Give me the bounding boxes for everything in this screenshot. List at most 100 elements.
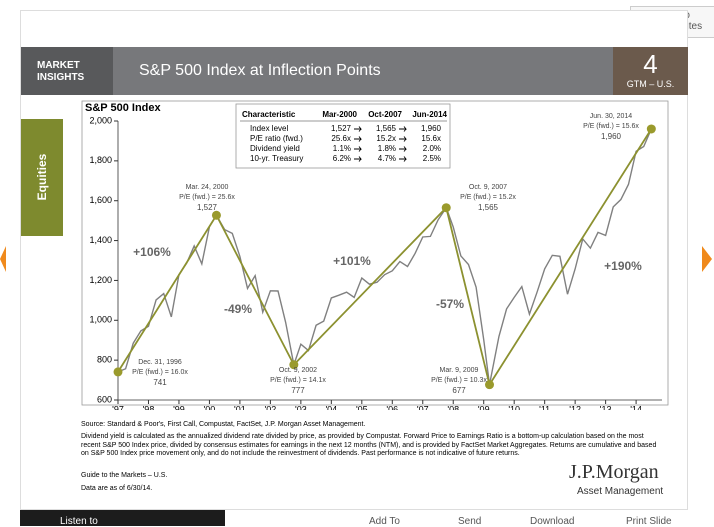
x-tick-label: '03 xyxy=(295,404,307,410)
point-label: Mar. 24, 2000 xyxy=(186,184,229,191)
point-label: Jun. 30, 2014 xyxy=(590,113,633,120)
y-tick-label: 2,000 xyxy=(89,115,112,125)
x-tick-label: '08 xyxy=(447,404,459,410)
point-label: P/E (fwd.) = 15.2x xyxy=(460,194,516,201)
section-tab: Equities xyxy=(21,119,63,236)
point-label: Oct. 9, 2007 xyxy=(469,184,507,191)
page-number: 4 xyxy=(643,49,658,79)
x-tick-label: '06 xyxy=(386,404,398,410)
table-cell: 1,565 xyxy=(376,124,397,133)
chart-title: S&P 500 Index xyxy=(85,102,161,114)
point-label: P/E (fwd.) = 15.6x xyxy=(583,123,639,130)
percent-change: +106% xyxy=(133,245,171,259)
as-of: Data are as of 6/30/14. xyxy=(81,485,153,492)
table-cell: 1,960 xyxy=(421,124,442,133)
inflection-point xyxy=(485,380,495,390)
table-cell: 2.0% xyxy=(423,144,441,153)
y-tick-label: 1,400 xyxy=(89,235,112,245)
table-cell: 25.6x xyxy=(331,134,351,143)
point-value: 1,527 xyxy=(197,203,218,212)
listen-label: Listen to xyxy=(60,516,98,527)
point-label: P/E (fwd.) = 25.6x xyxy=(179,194,235,201)
table-header: Mar-2000 xyxy=(322,110,357,119)
toolbar-button[interactable]: Download xyxy=(530,516,575,527)
point-label: P/E (fwd.) = 14.1x xyxy=(270,377,326,384)
x-tick-label: '13 xyxy=(600,404,612,410)
table-arrow xyxy=(354,136,362,142)
point-value: 677 xyxy=(452,386,466,395)
point-label: P/E (fwd.) = 10.3x xyxy=(431,377,487,384)
table-cell: 15.6x xyxy=(421,134,441,143)
table-cell: Dividend yield xyxy=(250,144,300,153)
x-tick-label: '99 xyxy=(173,404,185,410)
chart: S&P 500 Index 600 800 1,000 1,200 1,400 1,600… xyxy=(81,100,669,410)
y-tick-label: 1,600 xyxy=(89,195,112,205)
audio-bar[interactable]: Listen to xyxy=(20,510,225,527)
point-label: Mar. 9, 2009 xyxy=(440,367,479,374)
y-tick-label: 1,200 xyxy=(89,275,112,285)
toolbar-button[interactable]: Print Slide xyxy=(626,516,672,527)
point-label: Dec. 31, 1996 xyxy=(138,359,182,366)
table-cell: 15.2x xyxy=(376,134,396,143)
x-tick-label: '11 xyxy=(539,404,550,410)
table-cell: Index level xyxy=(250,124,288,133)
prev-arrow[interactable] xyxy=(0,246,6,272)
x-tick-label: '04 xyxy=(325,404,337,410)
table-cell: 1.8% xyxy=(378,144,396,153)
point-value: 1,960 xyxy=(601,132,622,141)
badge: MARKET INSIGHTS xyxy=(21,47,113,95)
badge-line: INSIGHTS xyxy=(37,72,85,83)
point-label: Oct. 9, 2002 xyxy=(279,367,317,374)
x-tick-label: '01 xyxy=(234,404,246,410)
x-tick-label: '98 xyxy=(143,404,155,410)
percent-change: -49% xyxy=(224,302,252,316)
toolbar: Add To Send Download Print Slide xyxy=(345,516,714,527)
percent-change: -57% xyxy=(436,297,464,311)
table-arrow xyxy=(354,156,362,162)
x-tick-label: '09 xyxy=(478,404,490,410)
table-arrow xyxy=(399,156,407,162)
table-header: Characteristic xyxy=(242,110,296,119)
table-cell: 4.7% xyxy=(378,154,396,163)
x-tick-label: '02 xyxy=(265,404,277,410)
table-cell: 2.5% xyxy=(423,154,441,163)
table-cell: 10-yr. Treasury xyxy=(250,154,303,163)
x-tick-label: '05 xyxy=(356,404,368,410)
logo: J.P.Morgan xyxy=(569,461,659,483)
next-arrow[interactable] xyxy=(702,246,712,272)
x-tick-label: '97 xyxy=(112,404,124,410)
toolbar-button[interactable]: Add To xyxy=(369,516,400,527)
toolbar-button[interactable]: Send xyxy=(458,516,482,527)
inflection-point xyxy=(113,367,123,377)
x-tick-label: '14 xyxy=(630,404,642,410)
table-header: Oct-2007 xyxy=(368,110,402,119)
table-cell: P/E ratio (fwd.) xyxy=(250,134,303,143)
percent-change: +190% xyxy=(604,259,642,273)
logo-sub: Asset Management xyxy=(577,486,664,497)
table-arrow xyxy=(399,136,407,142)
inflection-point xyxy=(646,124,656,134)
x-tick-label: '00 xyxy=(204,404,216,410)
table-arrow xyxy=(354,146,362,152)
table-box xyxy=(235,103,451,169)
table-cell: 1.1% xyxy=(333,144,351,153)
percent-change: +101% xyxy=(333,254,371,268)
trend-line xyxy=(117,128,653,387)
y-tick-label: 1,000 xyxy=(89,315,112,325)
footnote: Dividend yield is calculated as the annu… xyxy=(81,433,657,457)
y-tick-label: 800 xyxy=(97,355,112,365)
slide-title: S&P 500 Index at Inflection Points xyxy=(113,47,613,95)
table-header: Jun-2014 xyxy=(412,110,447,119)
page-box: 4 GTM – U.S. xyxy=(613,47,688,95)
x-tick-label: '12 xyxy=(569,404,581,410)
table-cell: 6.2% xyxy=(333,154,351,163)
table-arrow xyxy=(354,126,362,132)
guide: Guide to the Markets – U.S. xyxy=(81,472,168,479)
table-arrow xyxy=(399,126,407,132)
point-value: 741 xyxy=(153,378,167,387)
table-arrow xyxy=(399,146,407,152)
point-value: 1,565 xyxy=(478,203,499,212)
x-tick-label: '10 xyxy=(508,404,520,410)
y-tick-label: 600 xyxy=(97,394,112,404)
table-cell: 1,527 xyxy=(331,124,352,133)
